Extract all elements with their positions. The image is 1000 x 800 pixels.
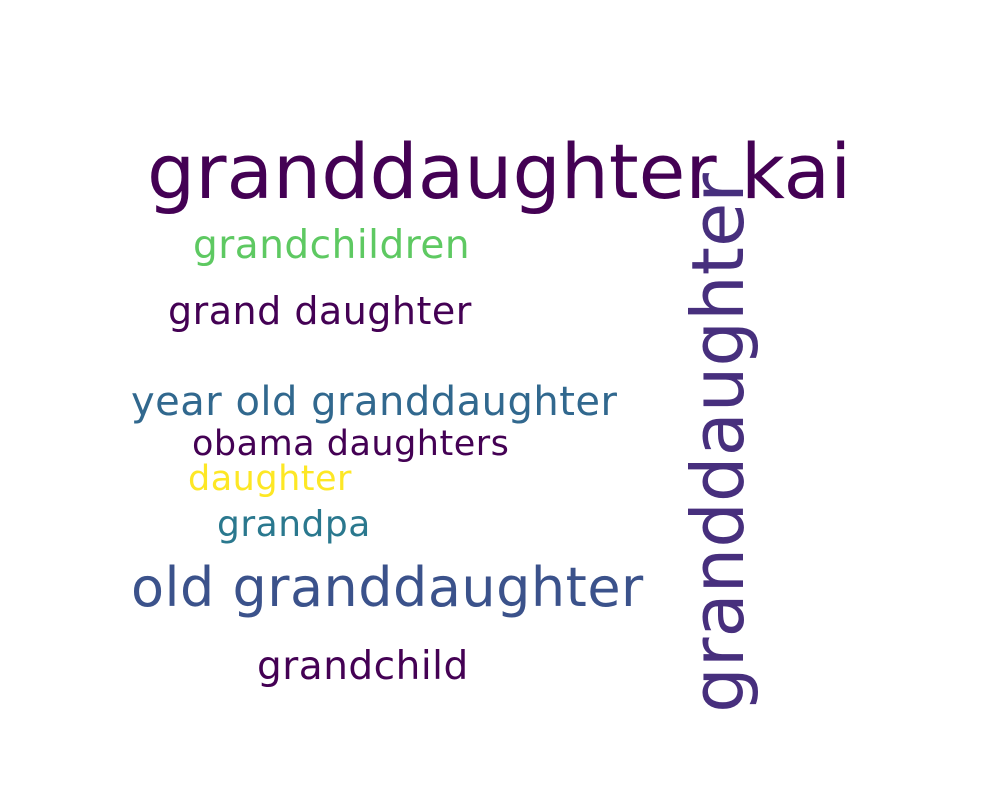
word-grandpa: grandpa: [217, 504, 371, 545]
word-grandchild: grandchild: [257, 644, 469, 689]
word-granddaughter-kai: granddaughter kai: [147, 127, 852, 216]
word-grandchildren: grandchildren: [193, 223, 471, 268]
word-obama-daughters: obama daughters: [192, 424, 510, 464]
word-grand-daughter: grand daughter: [168, 289, 472, 333]
word-daughter: daughter: [188, 459, 352, 499]
word-year-old-granddaughter: year old granddaughter: [131, 379, 618, 425]
word-granddaughter-vertical: granddaughter: [676, 173, 760, 713]
word-old-granddaughter: old granddaughter: [131, 556, 644, 619]
